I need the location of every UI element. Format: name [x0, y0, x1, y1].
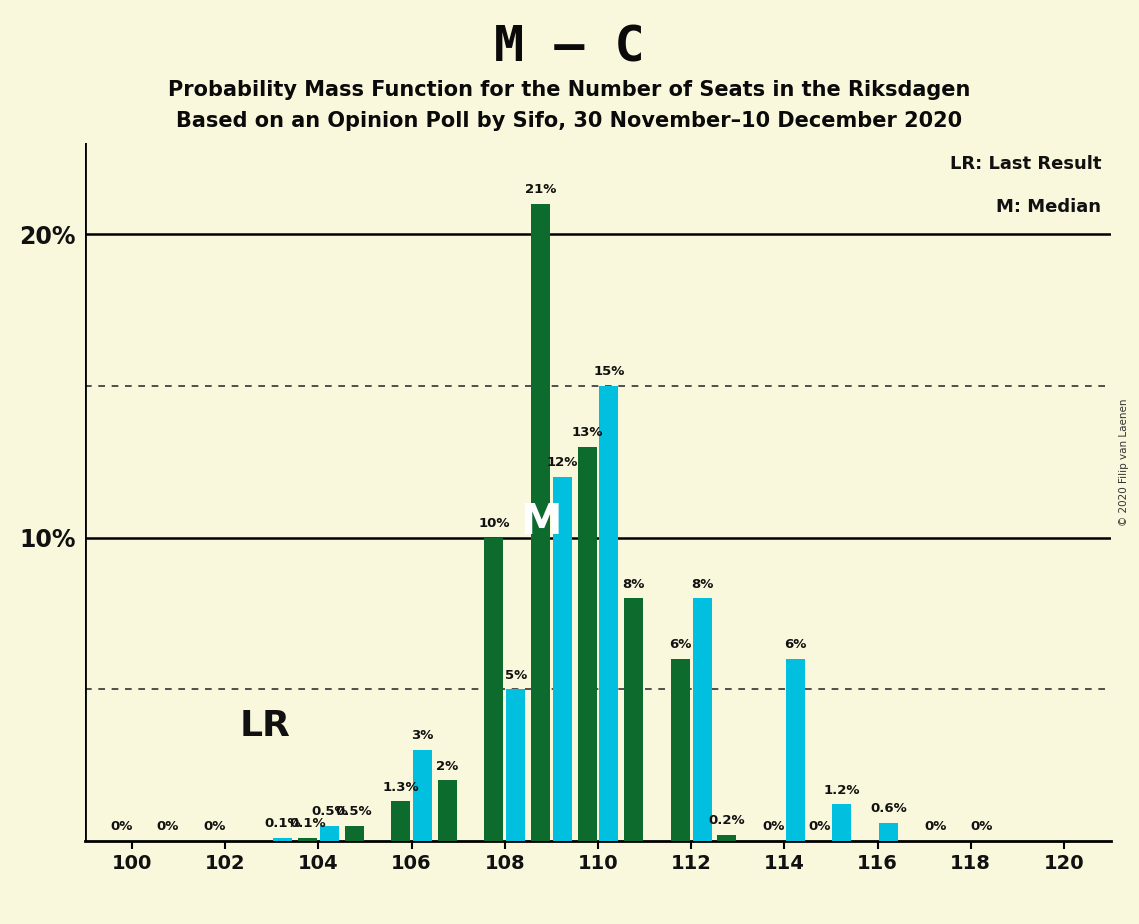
- Text: M: M: [519, 502, 562, 543]
- Text: 0%: 0%: [762, 821, 785, 833]
- Text: M: Median: M: Median: [997, 198, 1101, 216]
- Text: 0%: 0%: [924, 821, 947, 833]
- Text: M – C: M – C: [494, 23, 645, 71]
- Text: 0%: 0%: [809, 821, 831, 833]
- Text: 21%: 21%: [525, 183, 556, 196]
- Text: 6%: 6%: [784, 638, 806, 651]
- Bar: [506, 689, 525, 841]
- Text: 8%: 8%: [622, 578, 645, 590]
- Bar: [391, 801, 410, 841]
- Text: 0.1%: 0.1%: [264, 817, 301, 831]
- Bar: [273, 838, 293, 841]
- Bar: [786, 659, 805, 841]
- Text: 15%: 15%: [593, 365, 624, 378]
- Bar: [298, 838, 317, 841]
- Text: 1.2%: 1.2%: [823, 784, 860, 796]
- Text: 5%: 5%: [505, 669, 527, 682]
- Text: 13%: 13%: [572, 426, 603, 439]
- Text: 0.6%: 0.6%: [870, 802, 907, 815]
- Text: LR: LR: [239, 709, 290, 743]
- Text: Probability Mass Function for the Number of Seats in the Riksdagen: Probability Mass Function for the Number…: [169, 80, 970, 101]
- Bar: [693, 598, 712, 841]
- Text: 3%: 3%: [411, 729, 434, 742]
- Text: 0%: 0%: [970, 821, 993, 833]
- Bar: [879, 822, 898, 841]
- Text: 2%: 2%: [436, 760, 458, 772]
- Text: 0.5%: 0.5%: [311, 805, 347, 818]
- Text: 0%: 0%: [109, 821, 132, 833]
- Bar: [413, 750, 432, 841]
- Text: 0.2%: 0.2%: [708, 814, 745, 827]
- Bar: [718, 834, 736, 841]
- Text: 6%: 6%: [669, 638, 691, 651]
- Text: 0.5%: 0.5%: [336, 805, 372, 818]
- Bar: [552, 477, 572, 841]
- Bar: [671, 659, 690, 841]
- Text: 12%: 12%: [547, 456, 577, 469]
- Bar: [624, 598, 644, 841]
- Text: 0%: 0%: [203, 821, 226, 833]
- Bar: [437, 780, 457, 841]
- Text: 1.3%: 1.3%: [383, 781, 419, 794]
- Text: 8%: 8%: [691, 578, 713, 590]
- Bar: [320, 826, 339, 841]
- Text: 10%: 10%: [478, 517, 509, 530]
- Text: © 2020 Filip van Laenen: © 2020 Filip van Laenen: [1120, 398, 1129, 526]
- Text: Based on an Opinion Poll by Sifo, 30 November–10 December 2020: Based on an Opinion Poll by Sifo, 30 Nov…: [177, 111, 962, 131]
- Text: LR: Last Result: LR: Last Result: [950, 155, 1101, 174]
- Bar: [833, 805, 852, 841]
- Bar: [531, 204, 550, 841]
- Bar: [599, 386, 618, 841]
- Bar: [344, 826, 363, 841]
- Text: 0%: 0%: [156, 821, 179, 833]
- Bar: [577, 446, 597, 841]
- Text: 0.1%: 0.1%: [289, 817, 326, 831]
- Bar: [484, 538, 503, 841]
